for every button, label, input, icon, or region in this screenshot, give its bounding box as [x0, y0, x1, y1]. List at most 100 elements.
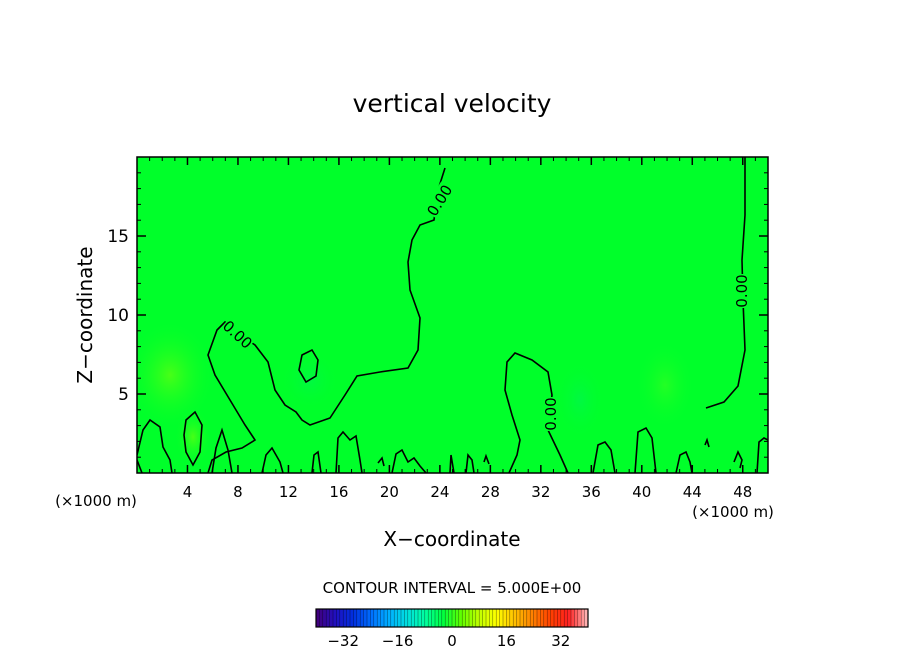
z-tick-label: 10 — [107, 306, 129, 326]
colorbar-tick-label: 16 — [497, 632, 516, 650]
x-tick-label: 48 — [733, 483, 752, 501]
colorbar-swatch — [533, 609, 538, 627]
contour-line-zero — [261, 446, 284, 473]
contour-line-zero — [298, 348, 319, 384]
x-tick-label: 8 — [233, 483, 243, 501]
colorbar-swatch — [397, 609, 402, 627]
x-tick-label: 12 — [279, 483, 298, 501]
colorbar-swatch — [574, 609, 579, 627]
colorbar-swatch — [472, 609, 477, 627]
colorbar-swatch — [350, 609, 354, 627]
colorbar-swatch — [367, 609, 371, 627]
colorbar-swatch — [445, 609, 449, 627]
contour-line-zero — [207, 167, 446, 473]
colorbar-swatch — [479, 609, 483, 627]
z-axis-ticks: 5 10 15 — [107, 172, 768, 458]
contour-line-zero — [465, 452, 475, 473]
x-unit-left: (×1000 m) — [55, 492, 137, 510]
colorbar-swatch — [418, 609, 422, 627]
colorbar-swatch — [380, 609, 385, 627]
contour-lines — [137, 157, 768, 473]
colorbar-swatch — [458, 609, 463, 627]
colorbar-swatch — [407, 609, 412, 627]
contour-line-zero — [391, 448, 427, 473]
colorbar-swatch — [530, 609, 534, 627]
colorbar-swatch — [441, 609, 446, 627]
colorbar-swatch — [520, 609, 524, 627]
colorbar-swatch — [343, 609, 347, 627]
colorbar-swatch — [577, 609, 582, 627]
colorbar-swatch — [543, 609, 548, 627]
colorbar-swatch — [537, 609, 541, 627]
colorbar-swatch — [503, 609, 507, 627]
colorbar-swatch — [360, 609, 364, 627]
colorbar-swatch — [567, 609, 572, 627]
colorbar-swatch — [411, 609, 415, 627]
colorbar-swatch — [496, 609, 500, 627]
x-tick-label: 20 — [380, 483, 399, 501]
colorbar-swatch — [401, 609, 405, 627]
x-tick-label: 16 — [329, 483, 348, 501]
colorbar-swatch — [489, 609, 494, 627]
contour-line-zero — [449, 454, 455, 473]
colorbar-swatch — [554, 609, 558, 627]
colorbar-frame — [315, 608, 589, 628]
colorbar-swatch — [557, 609, 562, 627]
x-tick-label: 4 — [183, 483, 193, 501]
contour-label: 0.00 — [542, 397, 560, 430]
colorbar-swatch — [513, 609, 517, 627]
contour-line-zero — [634, 426, 657, 473]
colorbar-swatch — [499, 609, 504, 627]
plot-area: 0.00 0.00 0.00 0.00 4 8 12 16 20 24 28 32 36 40 44… — [107, 156, 769, 501]
colorbar-swatch — [377, 609, 381, 627]
colorbar-swatch — [363, 609, 368, 627]
x-tick-label: 44 — [683, 483, 702, 501]
colorbar-swatch — [414, 609, 419, 627]
colorbar-tick-label: 0 — [447, 632, 457, 650]
colorbar-swatch — [428, 609, 432, 627]
contour-line-zero — [211, 427, 233, 473]
colorbar-swatch — [404, 609, 409, 627]
colorbar-swatch — [322, 609, 327, 627]
positive-region — [635, 340, 695, 430]
positive-region — [175, 407, 211, 467]
contour-interval-text: CONTOUR INTERVAL = 5.000E+00 — [323, 579, 582, 597]
contour-line-zero — [183, 410, 203, 467]
colorbar — [315, 608, 589, 628]
colorbar-swatch — [435, 609, 439, 627]
colorbar-tick-label: 32 — [551, 632, 570, 650]
x-tick-label: 28 — [481, 483, 500, 501]
colorbar-swatch — [475, 609, 480, 627]
contour-line-zero — [377, 456, 385, 467]
colorbar-swatch — [329, 609, 334, 627]
colorbar-swatch — [486, 609, 490, 627]
colorbar-swatch — [387, 609, 392, 627]
colorbar-swatch — [370, 609, 375, 627]
z-tick-label: 15 — [107, 227, 129, 247]
x-axis-ticks: 4 8 12 16 20 24 28 32 36 40 44 48 — [149, 157, 756, 501]
x-tick-label: 32 — [531, 483, 550, 501]
chart-title: vertical velocity — [353, 89, 552, 118]
colorbar-swatch — [469, 609, 473, 627]
colorbar-swatch — [482, 609, 487, 627]
colorbar-swatch — [465, 609, 470, 627]
colorbar-swatch — [564, 609, 568, 627]
colorbar-swatch — [390, 609, 395, 627]
colorbar-swatch — [448, 609, 453, 627]
colorbar-swatch — [571, 609, 575, 627]
colorbar-swatch — [336, 609, 341, 627]
colorbar-swatch — [421, 609, 426, 627]
colorbar-swatch — [516, 609, 521, 627]
colorbar-swatch — [540, 609, 545, 627]
colorbar-swatch — [394, 609, 398, 627]
colorbar-swatch — [455, 609, 460, 627]
colorbar-tick-label: −32 — [327, 632, 359, 650]
colorbar-swatch — [523, 609, 528, 627]
contour-line-zero — [705, 157, 746, 409]
negative-region — [555, 360, 605, 440]
colorbar-swatch — [431, 609, 436, 627]
contour-line-zero — [137, 459, 143, 473]
contour-line-zero — [592, 441, 616, 473]
contour-line-zero — [704, 437, 710, 448]
